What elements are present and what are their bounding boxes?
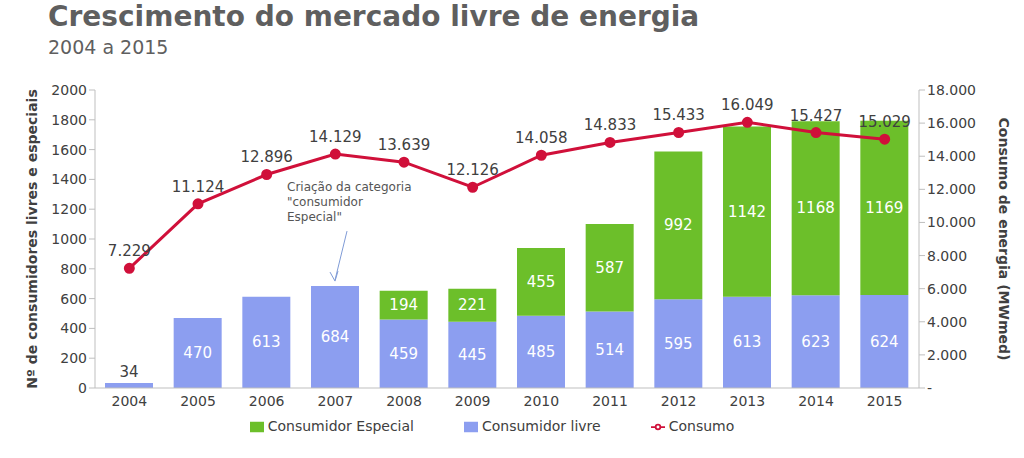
svg-text:2014: 2014 xyxy=(798,393,834,409)
svg-text:7.229: 7.229 xyxy=(108,242,151,260)
svg-text:Especial": Especial" xyxy=(287,210,342,224)
svg-text:14.058: 14.058 xyxy=(515,129,568,147)
svg-text:-: - xyxy=(927,380,932,396)
svg-text:12.126: 12.126 xyxy=(446,161,499,179)
svg-text:10.000: 10.000 xyxy=(927,214,976,230)
svg-text:2.000: 2.000 xyxy=(927,347,967,363)
svg-text:15.427: 15.427 xyxy=(790,107,843,125)
svg-text:14.000: 14.000 xyxy=(927,148,976,164)
svg-text:2010: 2010 xyxy=(524,393,560,409)
svg-text:2008: 2008 xyxy=(386,393,422,409)
svg-text:13.639: 13.639 xyxy=(378,136,431,154)
svg-text:15.029: 15.029 xyxy=(858,113,911,131)
svg-text:194: 194 xyxy=(389,296,418,314)
svg-text:600: 600 xyxy=(60,291,87,307)
svg-text:1142: 1142 xyxy=(728,203,766,221)
svg-text:"consumidor: "consumidor xyxy=(287,195,363,209)
svg-text:18.000: 18.000 xyxy=(927,82,976,98)
svg-text:992: 992 xyxy=(664,216,693,234)
svg-text:Criação da categoria: Criação da categoria xyxy=(287,180,412,194)
svg-text:1168: 1168 xyxy=(797,199,835,217)
svg-text:624: 624 xyxy=(870,333,899,351)
svg-text:623: 623 xyxy=(801,333,830,351)
html-text:2004 a 2015: 2004 a 2015 xyxy=(48,36,169,58)
svg-text:613: 613 xyxy=(252,333,281,351)
svg-text:Consumo de energia (MWmed): Consumo de energia (MWmed) xyxy=(996,118,1012,361)
svg-text:14.129: 14.129 xyxy=(309,128,362,146)
html-text:Crescimento do mercado livre d: Crescimento do mercado livre de energia xyxy=(48,0,700,33)
svg-text:1200: 1200 xyxy=(51,201,87,217)
svg-text:459: 459 xyxy=(389,345,418,363)
svg-text:2011: 2011 xyxy=(592,393,628,409)
svg-text:2013: 2013 xyxy=(730,393,766,409)
svg-text:15.433: 15.433 xyxy=(652,106,705,124)
svg-text:485: 485 xyxy=(527,343,556,361)
svg-text:595: 595 xyxy=(664,335,693,353)
svg-text:684: 684 xyxy=(321,328,350,346)
svg-text:2006: 2006 xyxy=(249,393,285,409)
svg-text:2015: 2015 xyxy=(867,393,903,409)
svg-text:2000: 2000 xyxy=(51,82,87,98)
html-text:Consumidor Especial: Consumidor Especial xyxy=(267,418,414,434)
svg-text:800: 800 xyxy=(60,261,87,277)
svg-text:400: 400 xyxy=(60,320,87,336)
svg-text:16.000: 16.000 xyxy=(927,115,976,131)
svg-text:11.124: 11.124 xyxy=(172,178,225,196)
svg-text:1600: 1600 xyxy=(51,142,87,158)
svg-text:445: 445 xyxy=(458,346,487,364)
svg-text:613: 613 xyxy=(733,333,762,351)
svg-text:1000: 1000 xyxy=(51,231,87,247)
svg-text:34: 34 xyxy=(119,363,138,381)
svg-text:16.049: 16.049 xyxy=(721,96,774,114)
svg-text:Nº de consumidores livres e es: Nº de consumidores livres e especiais xyxy=(24,89,40,388)
svg-text:0: 0 xyxy=(78,380,87,396)
svg-text:2004: 2004 xyxy=(112,393,148,409)
html-text:Consumidor livre: Consumidor livre xyxy=(482,418,601,434)
svg-text:4.000: 4.000 xyxy=(927,314,967,330)
svg-text:6.000: 6.000 xyxy=(927,281,967,297)
svg-text:200: 200 xyxy=(60,350,87,366)
svg-text:2009: 2009 xyxy=(455,393,491,409)
svg-text:2007: 2007 xyxy=(318,393,354,409)
svg-text:12.896: 12.896 xyxy=(240,148,293,166)
svg-text:1169: 1169 xyxy=(865,199,903,217)
svg-text:221: 221 xyxy=(458,296,487,314)
svg-text:1800: 1800 xyxy=(51,112,87,128)
svg-text:587: 587 xyxy=(595,259,624,277)
svg-text:2005: 2005 xyxy=(180,393,216,409)
svg-text:8.000: 8.000 xyxy=(927,248,967,264)
svg-text:12.000: 12.000 xyxy=(927,181,976,197)
html-text:Consumo: Consumo xyxy=(668,418,735,434)
svg-text:470: 470 xyxy=(183,344,212,362)
svg-text:514: 514 xyxy=(595,341,624,359)
svg-text:1400: 1400 xyxy=(51,171,87,187)
svg-text:14.833: 14.833 xyxy=(584,116,637,134)
svg-text:2012: 2012 xyxy=(661,393,697,409)
svg-text:455: 455 xyxy=(527,273,556,291)
